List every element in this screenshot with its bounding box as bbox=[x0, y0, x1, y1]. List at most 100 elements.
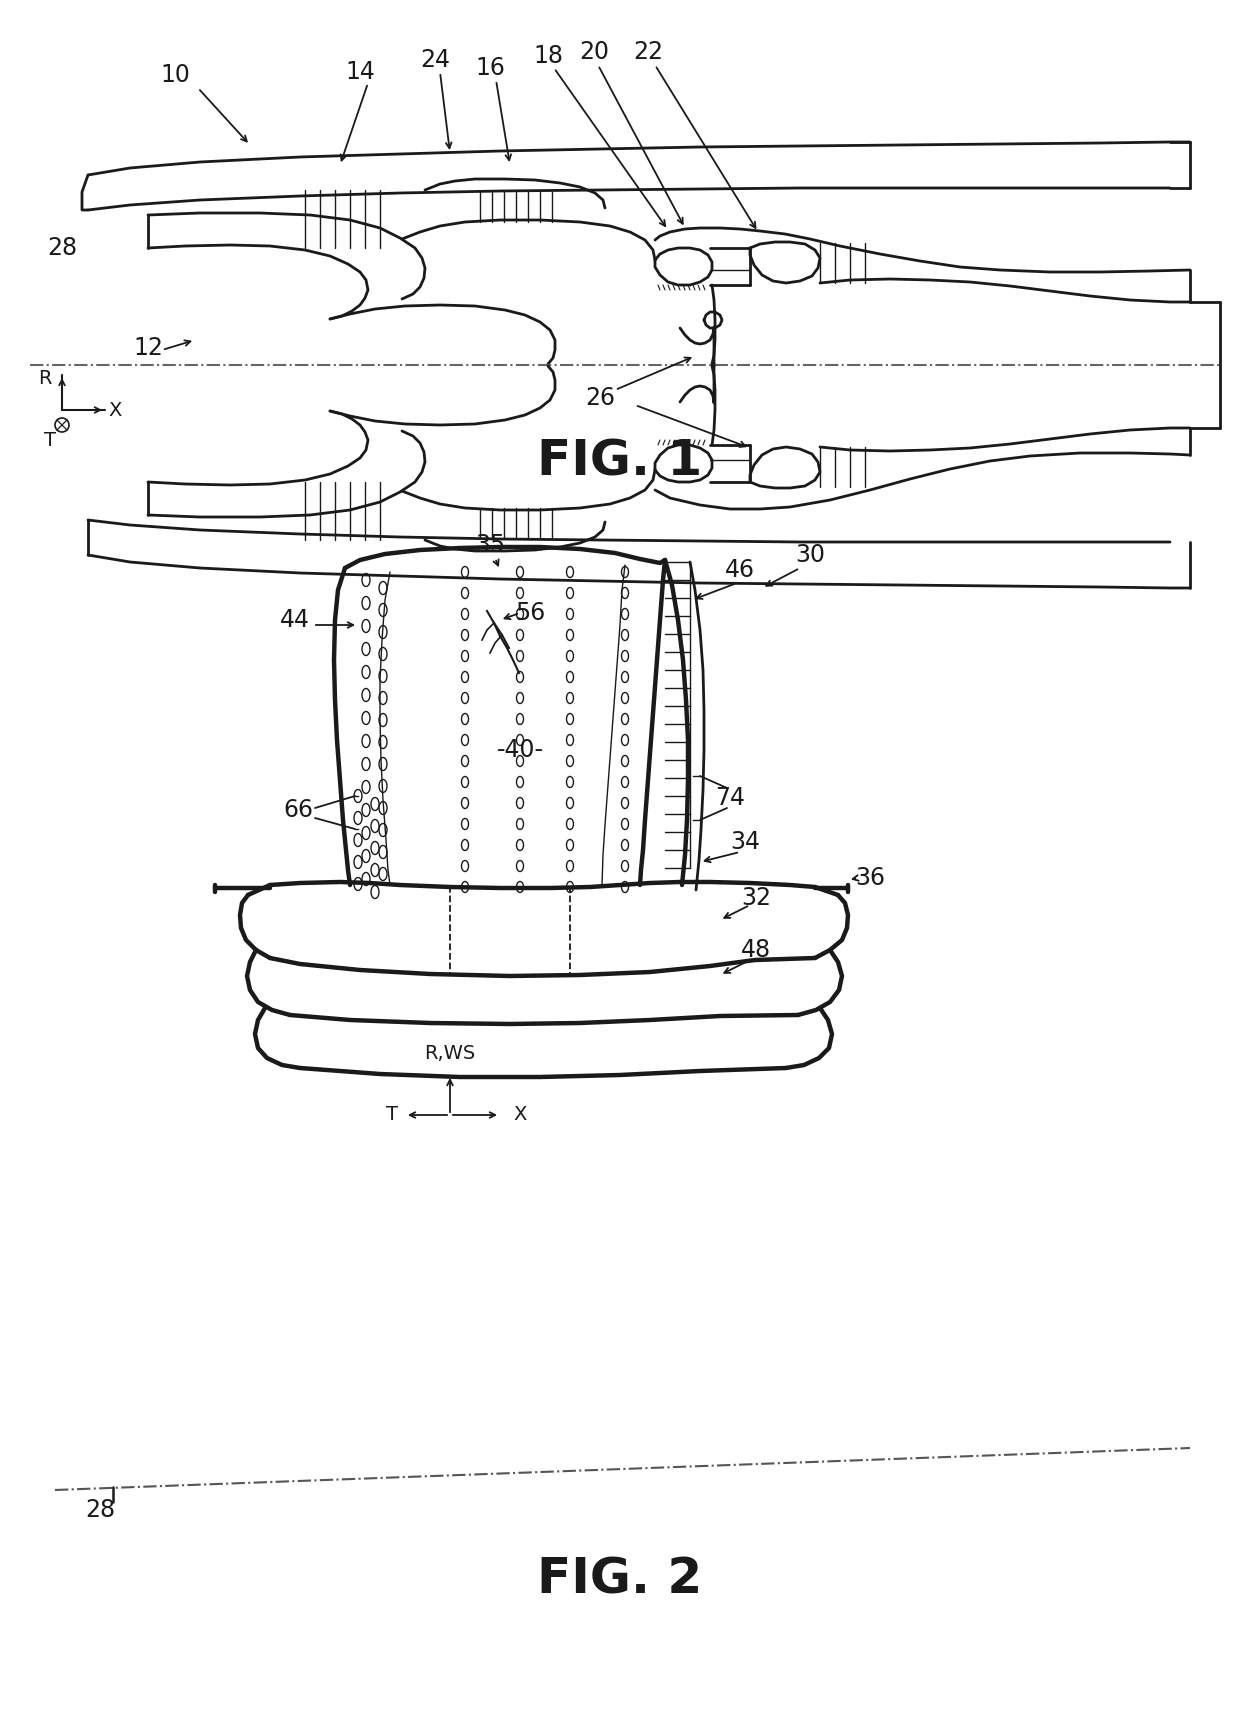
Ellipse shape bbox=[461, 734, 469, 745]
Ellipse shape bbox=[621, 819, 629, 829]
Ellipse shape bbox=[362, 573, 370, 587]
Ellipse shape bbox=[371, 819, 379, 832]
Ellipse shape bbox=[517, 819, 523, 829]
Ellipse shape bbox=[567, 819, 573, 829]
Ellipse shape bbox=[353, 834, 362, 846]
Text: T: T bbox=[386, 1106, 398, 1125]
Text: 28: 28 bbox=[84, 1498, 115, 1522]
Text: R: R bbox=[38, 368, 52, 387]
Text: 20: 20 bbox=[579, 40, 609, 64]
Ellipse shape bbox=[567, 776, 573, 788]
Ellipse shape bbox=[567, 755, 573, 767]
Ellipse shape bbox=[379, 626, 387, 638]
Ellipse shape bbox=[379, 779, 387, 793]
Ellipse shape bbox=[621, 693, 629, 703]
Ellipse shape bbox=[362, 597, 370, 609]
Ellipse shape bbox=[362, 712, 370, 724]
Ellipse shape bbox=[567, 714, 573, 724]
Text: 30: 30 bbox=[795, 544, 825, 568]
Text: 28: 28 bbox=[47, 236, 77, 260]
Ellipse shape bbox=[621, 671, 629, 683]
Ellipse shape bbox=[362, 688, 370, 702]
Text: 22: 22 bbox=[632, 40, 663, 64]
Ellipse shape bbox=[362, 734, 370, 748]
Ellipse shape bbox=[567, 798, 573, 808]
Text: -40-: -40- bbox=[496, 738, 543, 762]
Ellipse shape bbox=[567, 693, 573, 703]
Text: 35: 35 bbox=[475, 533, 505, 557]
Ellipse shape bbox=[517, 860, 523, 872]
Ellipse shape bbox=[461, 693, 469, 703]
Ellipse shape bbox=[517, 734, 523, 745]
Ellipse shape bbox=[379, 669, 387, 683]
Text: FIG. 2: FIG. 2 bbox=[537, 1555, 703, 1603]
Text: 16: 16 bbox=[475, 57, 505, 81]
Ellipse shape bbox=[353, 789, 362, 803]
Text: 46: 46 bbox=[725, 557, 755, 581]
Ellipse shape bbox=[517, 798, 523, 808]
Ellipse shape bbox=[567, 860, 573, 872]
Ellipse shape bbox=[621, 860, 629, 872]
Ellipse shape bbox=[461, 566, 469, 578]
Ellipse shape bbox=[621, 588, 629, 599]
Text: R,WS: R,WS bbox=[424, 1044, 476, 1063]
Ellipse shape bbox=[371, 841, 379, 855]
Ellipse shape bbox=[567, 630, 573, 640]
Ellipse shape bbox=[517, 630, 523, 640]
Ellipse shape bbox=[567, 881, 573, 893]
Ellipse shape bbox=[567, 839, 573, 850]
Ellipse shape bbox=[362, 757, 370, 771]
Ellipse shape bbox=[379, 604, 387, 616]
Ellipse shape bbox=[353, 855, 362, 869]
Ellipse shape bbox=[567, 566, 573, 578]
Ellipse shape bbox=[567, 671, 573, 683]
Ellipse shape bbox=[379, 647, 387, 660]
Ellipse shape bbox=[621, 609, 629, 619]
Ellipse shape bbox=[461, 609, 469, 619]
Ellipse shape bbox=[517, 671, 523, 683]
Ellipse shape bbox=[517, 714, 523, 724]
Ellipse shape bbox=[353, 812, 362, 824]
Ellipse shape bbox=[461, 671, 469, 683]
Ellipse shape bbox=[461, 819, 469, 829]
Text: 26: 26 bbox=[585, 385, 615, 409]
Ellipse shape bbox=[379, 846, 387, 858]
Text: X: X bbox=[108, 401, 122, 420]
Ellipse shape bbox=[362, 850, 370, 862]
Ellipse shape bbox=[362, 803, 370, 817]
Ellipse shape bbox=[362, 666, 370, 678]
Ellipse shape bbox=[362, 781, 370, 793]
Ellipse shape bbox=[517, 755, 523, 767]
Ellipse shape bbox=[461, 881, 469, 893]
Text: 34: 34 bbox=[730, 831, 760, 855]
Ellipse shape bbox=[621, 734, 629, 745]
Text: 12: 12 bbox=[133, 335, 162, 359]
Text: 24: 24 bbox=[420, 48, 450, 72]
Text: 14: 14 bbox=[345, 60, 374, 84]
Ellipse shape bbox=[461, 860, 469, 872]
Ellipse shape bbox=[371, 798, 379, 810]
Ellipse shape bbox=[461, 714, 469, 724]
Text: 10: 10 bbox=[160, 64, 190, 88]
Ellipse shape bbox=[567, 650, 573, 662]
Ellipse shape bbox=[461, 776, 469, 788]
Text: 74: 74 bbox=[715, 786, 745, 810]
Ellipse shape bbox=[621, 630, 629, 640]
Ellipse shape bbox=[379, 581, 387, 595]
Ellipse shape bbox=[371, 886, 379, 898]
Ellipse shape bbox=[517, 650, 523, 662]
Ellipse shape bbox=[517, 588, 523, 599]
Ellipse shape bbox=[379, 736, 387, 748]
Ellipse shape bbox=[362, 827, 370, 839]
Ellipse shape bbox=[517, 609, 523, 619]
Ellipse shape bbox=[621, 881, 629, 893]
Ellipse shape bbox=[517, 566, 523, 578]
Ellipse shape bbox=[461, 798, 469, 808]
Ellipse shape bbox=[621, 839, 629, 850]
Ellipse shape bbox=[517, 693, 523, 703]
Ellipse shape bbox=[353, 877, 362, 891]
Ellipse shape bbox=[621, 566, 629, 578]
Ellipse shape bbox=[621, 776, 629, 788]
Ellipse shape bbox=[517, 839, 523, 850]
Ellipse shape bbox=[461, 839, 469, 850]
